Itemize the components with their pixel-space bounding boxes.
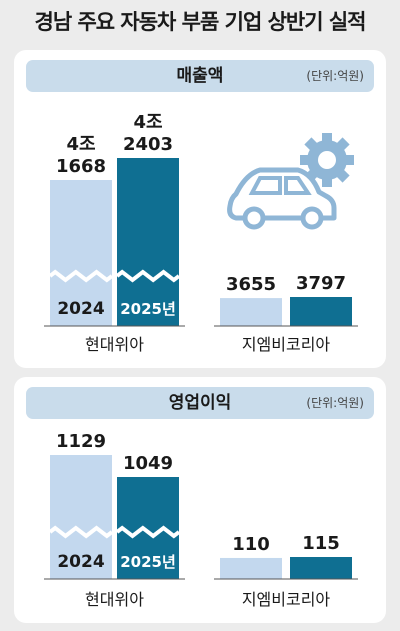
bar-0-1: [117, 477, 179, 579]
axis-break-0: [48, 525, 114, 539]
value-label-0-0-0: 4조: [66, 134, 95, 155]
bar-1-1: [290, 297, 352, 326]
bar-1-1: [290, 557, 352, 579]
value-label-1-1-0: 115: [302, 533, 340, 554]
operating-profit-unit-label: (단위:억원): [306, 396, 364, 410]
revenue-header: 매출액 (단위:억원): [26, 60, 374, 92]
category-label-0: 현대위아: [85, 335, 144, 354]
category-label-1: 지엠비코리아: [242, 335, 331, 354]
axis-break-1: [115, 269, 181, 283]
bar-0-0: [50, 455, 112, 579]
operating-profit-header: 영업이익 (단위:억원): [26, 387, 374, 419]
revenue-unit-label: (단위:억원): [306, 69, 364, 83]
value-label-0-0-0: 1129: [56, 431, 106, 452]
revenue-title: 매출액: [176, 66, 224, 86]
value-label-0-1-0: 1049: [123, 453, 173, 474]
car-gear-illustration: [227, 133, 354, 230]
axis-break-1: [115, 525, 181, 539]
bar-1-0: [220, 557, 282, 579]
operating-profit-title: 영업이익: [168, 393, 232, 413]
revenue-panel: 매출액 (단위:억원): [14, 50, 386, 368]
year-label-1: 2025년: [120, 553, 176, 571]
category-label-1: 지엠비코리아: [242, 590, 331, 609]
value-label-1-0-0: 110: [232, 534, 270, 555]
year-label-1: 2025년: [120, 300, 176, 318]
value-label-0-1-1: 2403: [123, 134, 173, 155]
bar-1-0: [220, 298, 282, 326]
value-label-0-1-0: 4조: [133, 112, 162, 133]
car-icon: [227, 167, 337, 230]
bar-0-0: [50, 180, 112, 326]
value-label-0-0-1: 1668: [56, 156, 106, 177]
operating-profit-panel: 영업이익 (단위:억원) 2024 1129 110 2025년 1049 115 현대위아…: [14, 377, 386, 623]
operating-profit-chart: 2024 1129 110 2025년 1049 115 현대위아 지엠비코리아: [44, 431, 358, 609]
year-label-0: 2024: [57, 299, 104, 319]
bar-0-1: [117, 158, 179, 326]
year-label-0: 2024: [57, 552, 104, 572]
page-title: 경남 주요 자동차 부품 기업 상반기 실적: [34, 10, 367, 34]
value-label-1-1-0: 3797: [296, 273, 346, 294]
axis-break-0: [48, 269, 114, 283]
value-label-1-0-0: 3655: [226, 274, 276, 295]
category-label-0: 현대위아: [85, 590, 144, 609]
